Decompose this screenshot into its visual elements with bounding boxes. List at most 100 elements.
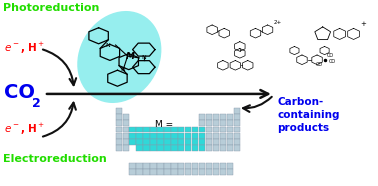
Bar	[213, 126, 219, 132]
Bar	[178, 139, 184, 145]
Bar	[143, 133, 150, 139]
Text: CO: CO	[328, 59, 336, 64]
Bar	[136, 145, 143, 151]
Bar	[143, 139, 150, 145]
Bar	[143, 145, 150, 151]
Bar	[213, 169, 219, 175]
Bar	[164, 126, 170, 132]
Bar	[227, 163, 233, 169]
Bar	[234, 114, 240, 120]
Bar	[185, 145, 191, 151]
Bar	[199, 133, 205, 139]
Bar	[227, 139, 233, 145]
Bar	[136, 163, 143, 169]
Bar	[178, 133, 184, 139]
FancyArrowPatch shape	[43, 103, 76, 137]
Bar	[206, 120, 212, 126]
Bar	[234, 120, 240, 126]
Bar	[150, 133, 156, 139]
Bar	[171, 139, 178, 145]
Bar	[157, 163, 164, 169]
Bar	[192, 126, 198, 132]
Bar	[171, 169, 178, 175]
Bar	[185, 169, 191, 175]
Bar	[157, 126, 164, 132]
Bar	[122, 133, 129, 139]
Bar	[206, 139, 212, 145]
Text: CO: CO	[315, 62, 322, 67]
Bar	[234, 145, 240, 151]
Text: CO: CO	[5, 84, 36, 102]
Bar	[157, 169, 164, 175]
Bar	[220, 169, 226, 175]
Bar	[206, 163, 212, 169]
Text: 2: 2	[32, 97, 41, 110]
Bar	[116, 120, 122, 126]
Bar	[122, 145, 129, 151]
Bar	[220, 120, 226, 126]
Bar	[143, 163, 150, 169]
Bar	[220, 139, 226, 145]
Bar	[206, 169, 212, 175]
Bar	[122, 139, 129, 145]
Bar	[185, 163, 191, 169]
Bar	[122, 114, 129, 120]
Bar	[213, 145, 219, 151]
Bar	[220, 145, 226, 151]
Text: M: M	[125, 52, 134, 61]
Bar	[178, 163, 184, 169]
Bar	[199, 163, 205, 169]
Text: N: N	[121, 67, 125, 72]
Bar	[116, 126, 122, 132]
Bar	[220, 163, 226, 169]
Bar	[213, 114, 219, 120]
FancyArrowPatch shape	[43, 49, 76, 85]
Bar	[199, 139, 205, 145]
Text: 2+: 2+	[274, 20, 282, 25]
Bar	[227, 120, 233, 126]
Text: M =: M =	[155, 120, 174, 129]
Bar	[206, 145, 212, 151]
Bar	[164, 169, 170, 175]
Bar	[213, 120, 219, 126]
Text: N: N	[141, 55, 146, 60]
Bar	[185, 126, 191, 132]
Bar	[130, 163, 136, 169]
Bar	[122, 120, 129, 126]
Bar	[199, 114, 205, 120]
Bar	[220, 126, 226, 132]
Bar	[192, 169, 198, 175]
Bar	[143, 169, 150, 175]
Bar	[192, 139, 198, 145]
Bar	[171, 163, 178, 169]
Bar	[227, 145, 233, 151]
Bar	[199, 145, 205, 151]
Bar	[220, 133, 226, 139]
Bar	[136, 126, 143, 132]
Text: CO: CO	[327, 53, 334, 58]
Bar	[178, 145, 184, 151]
Bar	[185, 133, 191, 139]
Bar	[234, 126, 240, 132]
Bar	[220, 114, 226, 120]
Bar	[164, 133, 170, 139]
Bar	[192, 145, 198, 151]
Bar	[206, 126, 212, 132]
Text: Electroreduction: Electroreduction	[3, 154, 106, 164]
Bar	[130, 139, 136, 145]
Bar	[136, 169, 143, 175]
Bar	[130, 169, 136, 175]
Bar	[206, 133, 212, 139]
Bar	[157, 133, 164, 139]
Bar	[116, 114, 122, 120]
Ellipse shape	[77, 11, 161, 103]
Bar	[164, 139, 170, 145]
Bar	[122, 126, 129, 132]
Bar	[150, 163, 156, 169]
Bar	[199, 126, 205, 132]
Bar	[150, 169, 156, 175]
Text: Photoreduction: Photoreduction	[3, 3, 99, 12]
Bar	[116, 145, 122, 151]
Bar	[116, 133, 122, 139]
Bar	[227, 169, 233, 175]
